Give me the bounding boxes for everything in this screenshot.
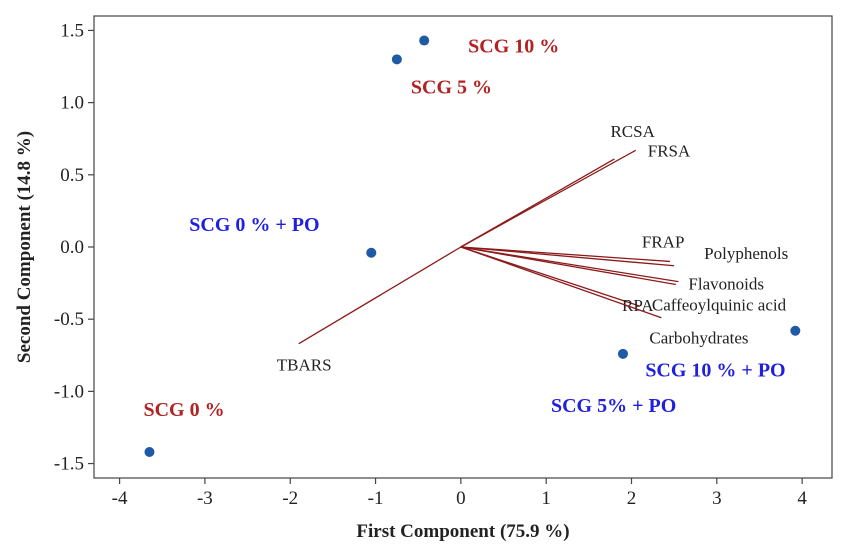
y-tick-label: 1.5	[60, 20, 84, 41]
loading-label: RCSA	[610, 122, 655, 141]
loading-vector-caffeoylquinic-acid	[460, 246, 676, 286]
loading-vector-frsa	[460, 149, 637, 248]
x-axis-title: First Component (75.9 %)	[356, 521, 569, 542]
loading-label: FRAP	[642, 232, 685, 251]
x-tick-label: 3	[712, 488, 722, 509]
loading-label: Flavonoids	[688, 275, 764, 294]
sample-points: SCG 0 % SCG 5 % SCG 10 % SCG 0 % + PO SCG 5%…	[143, 35, 801, 458]
y-axis-title: Second Component (14.8 %)	[14, 131, 35, 363]
y-tick-label: 0.5	[60, 165, 84, 186]
sample-label: SCG 0 %	[143, 399, 224, 421]
x-tick-label: -4	[112, 488, 128, 509]
y-tick-label: -0.5	[54, 309, 84, 330]
x-tick-label: 4	[797, 488, 807, 509]
loading-vector-polyphenols	[460, 246, 675, 267]
sample-label: SCG 0 % + PO	[189, 214, 319, 236]
loading-vector-tbars	[298, 246, 462, 345]
sample-point-scg-5-	[391, 54, 402, 65]
sample-point-scg-10-po	[790, 325, 801, 336]
x-tick-label: 2	[627, 488, 637, 509]
sample-label: SCG 10 %	[468, 36, 559, 58]
y-tick-label: -1.0	[54, 381, 84, 402]
x-tick-label: -2	[282, 488, 298, 509]
x-tick-label: 1	[541, 488, 551, 509]
x-axis: -4 -3 -2 -1 0 1 2 3 4	[112, 478, 807, 509]
sample-point-scg-0-po	[366, 247, 377, 258]
sample-label: SCG 5% + PO	[551, 395, 676, 417]
x-tick-label: -1	[368, 488, 384, 509]
y-axis: -1.5 -1.0 -0.5 0.0 0.5 1.0 1.5	[54, 20, 94, 475]
sample-label: SCG 10 % + PO	[645, 360, 785, 382]
loading-label: FRSA	[648, 141, 691, 160]
x-tick-label: 0	[456, 488, 466, 509]
y-tick-label: 1.0	[60, 93, 84, 114]
sample-label: SCG 5 %	[411, 76, 492, 98]
sample-point-scg-10-	[419, 35, 430, 46]
loading-label: Carbohydrates	[649, 329, 748, 348]
loading-label: TBARS	[277, 356, 332, 375]
loading-label: RPA	[622, 296, 654, 315]
y-tick-label: 0.0	[60, 237, 84, 258]
sample-point-scg-0-	[144, 447, 155, 458]
loading-label: Caffeoylquinic acid	[652, 296, 787, 315]
sample-point-scg-5-po	[617, 348, 628, 359]
loading-label: Polyphenols	[704, 244, 788, 263]
loading-vector-carbohydrates	[460, 246, 662, 319]
y-tick-label: -1.5	[54, 454, 84, 475]
loading-vector-frap	[460, 246, 670, 263]
x-tick-label: -3	[197, 488, 213, 509]
